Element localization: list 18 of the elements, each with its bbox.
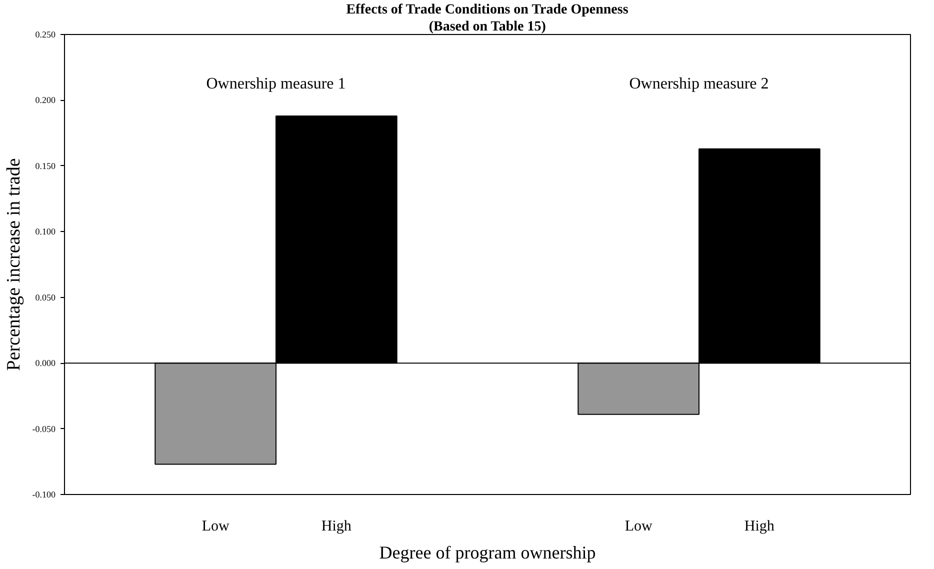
x-tick-label: High xyxy=(744,518,775,534)
x-tick-label: Low xyxy=(624,518,652,534)
y-tick-label: 0.050 xyxy=(35,292,56,302)
y-tick-label: 0.200 xyxy=(35,95,56,106)
y-axis-title: Percentage increase in trade xyxy=(3,158,24,371)
chart-title: Effects of Trade Conditions on Trade Openness xyxy=(346,2,629,18)
annotation: Ownership measure 1 xyxy=(206,75,346,92)
y-tick-label: 0.150 xyxy=(35,160,56,171)
y-tick-label: -0.100 xyxy=(32,490,56,500)
x-tick-label: Low xyxy=(202,518,230,534)
y-tick-label: 0.250 xyxy=(35,30,56,40)
annotation: Ownership measure 2 xyxy=(629,75,769,92)
y-tick-label: 0.000 xyxy=(35,358,56,368)
y-tick-label: 0.100 xyxy=(35,226,56,237)
chart-subtitle: (Based on Table 15) xyxy=(428,20,546,34)
x-axis-title: Degree of program ownership xyxy=(379,542,596,562)
y-tick-label: -0.050 xyxy=(32,424,56,434)
x-tick-label: High xyxy=(321,518,352,534)
